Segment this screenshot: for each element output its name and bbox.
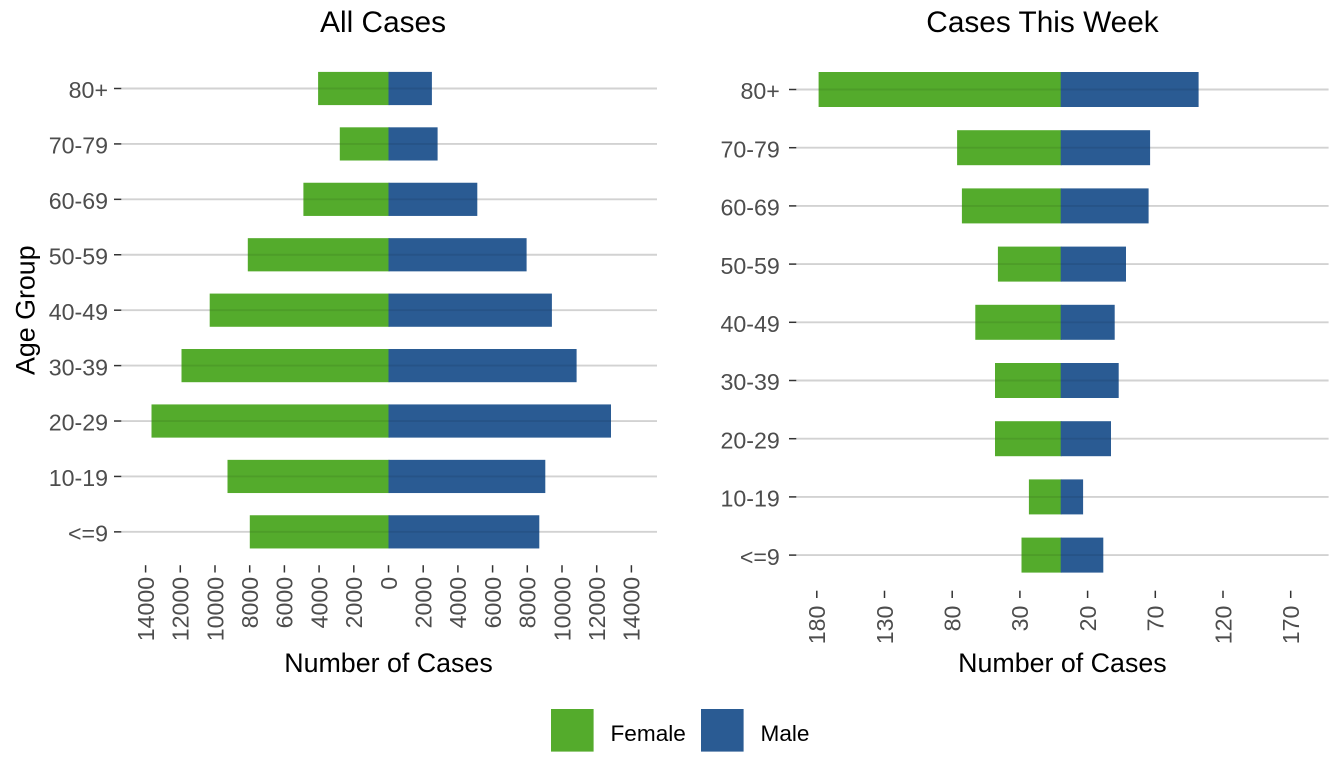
svg-text:40-49: 40-49 bbox=[49, 299, 108, 325]
svg-text:30-39: 30-39 bbox=[49, 354, 108, 380]
svg-text:<=9: <=9 bbox=[68, 521, 108, 547]
svg-text:60-69: 60-69 bbox=[49, 188, 108, 214]
svg-text:14000: 14000 bbox=[133, 577, 159, 641]
svg-text:2000: 2000 bbox=[410, 577, 436, 629]
svg-text:4000: 4000 bbox=[445, 577, 471, 629]
svg-text:10-19: 10-19 bbox=[49, 465, 108, 491]
svg-text:Female: Female bbox=[611, 721, 686, 746]
svg-text:30-39: 30-39 bbox=[720, 369, 779, 395]
svg-text:All Cases: All Cases bbox=[320, 6, 446, 39]
svg-text:<=9: <=9 bbox=[740, 544, 780, 570]
svg-text:20: 20 bbox=[1075, 606, 1101, 632]
svg-text:6000: 6000 bbox=[272, 577, 298, 629]
svg-text:20-29: 20-29 bbox=[720, 427, 779, 453]
svg-text:60-69: 60-69 bbox=[720, 195, 779, 221]
svg-text:170: 170 bbox=[1278, 606, 1304, 645]
svg-text:40-49: 40-49 bbox=[720, 311, 779, 337]
svg-text:8000: 8000 bbox=[237, 577, 263, 629]
svg-text:Age Group: Age Group bbox=[10, 245, 40, 375]
svg-text:80: 80 bbox=[939, 606, 965, 632]
svg-text:20-29: 20-29 bbox=[49, 410, 108, 436]
svg-text:50-59: 50-59 bbox=[720, 253, 779, 279]
svg-text:12000: 12000 bbox=[168, 577, 194, 641]
svg-text:70-79: 70-79 bbox=[720, 136, 779, 162]
svg-text:6000: 6000 bbox=[480, 577, 506, 629]
svg-text:30: 30 bbox=[1007, 606, 1033, 632]
svg-text:10000: 10000 bbox=[549, 577, 575, 641]
svg-text:Number of Cases: Number of Cases bbox=[958, 648, 1167, 678]
svg-text:10000: 10000 bbox=[202, 577, 228, 641]
svg-text:80+: 80+ bbox=[69, 77, 108, 103]
svg-text:50-59: 50-59 bbox=[49, 243, 108, 269]
svg-text:2000: 2000 bbox=[341, 577, 367, 629]
svg-text:14000: 14000 bbox=[619, 577, 645, 641]
svg-text:80+: 80+ bbox=[740, 78, 779, 104]
svg-text:12000: 12000 bbox=[584, 577, 610, 641]
svg-text:130: 130 bbox=[872, 606, 898, 645]
svg-text:Number of Cases: Number of Cases bbox=[284, 648, 493, 678]
svg-text:Cases This Week: Cases This Week bbox=[926, 6, 1158, 39]
svg-text:8000: 8000 bbox=[515, 577, 541, 629]
svg-text:70-79: 70-79 bbox=[49, 133, 108, 159]
svg-text:180: 180 bbox=[804, 606, 830, 645]
svg-text:4000: 4000 bbox=[306, 577, 332, 629]
svg-text:0: 0 bbox=[376, 577, 402, 590]
svg-text:Male: Male bbox=[761, 721, 810, 746]
svg-text:70: 70 bbox=[1143, 606, 1169, 632]
svg-text:120: 120 bbox=[1210, 606, 1236, 645]
svg-text:10-19: 10-19 bbox=[720, 486, 779, 512]
